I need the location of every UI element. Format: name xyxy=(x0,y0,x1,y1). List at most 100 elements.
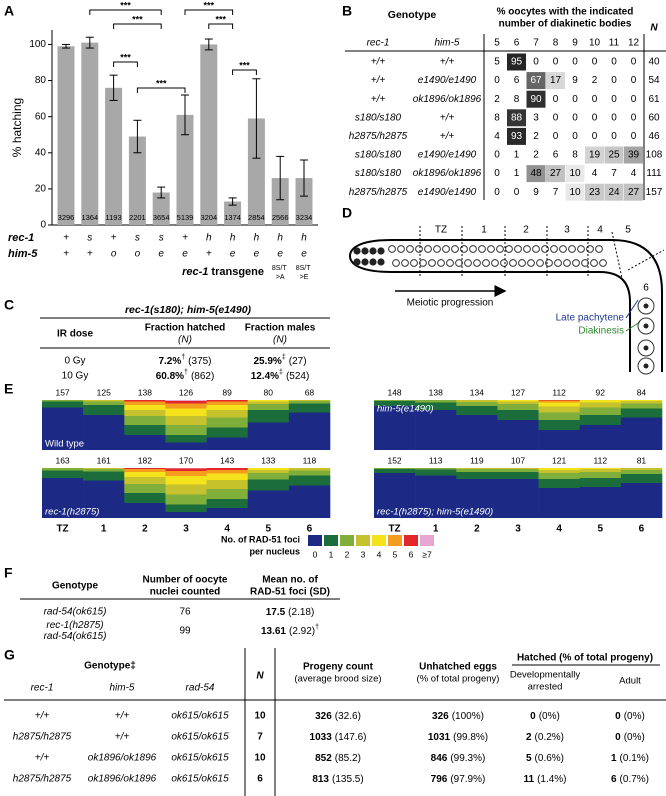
stack-segment xyxy=(579,402,622,408)
heat-cell xyxy=(526,165,546,183)
arrow-label: Meiotic progression xyxy=(407,298,494,309)
column-header: Genotype‡ xyxy=(84,661,136,672)
column-header: Fraction males xyxy=(245,323,316,334)
nucleus xyxy=(377,258,385,266)
label-part: >E xyxy=(300,274,309,281)
transgene-variant: 8S/T >E xyxy=(296,265,313,281)
nucleus xyxy=(451,245,459,253)
nucleus xyxy=(478,245,486,253)
cell: 60.8%† (862) xyxy=(156,369,215,381)
stack-segment xyxy=(165,400,207,401)
heat-cell xyxy=(624,165,643,183)
nucleus xyxy=(491,259,499,267)
x-tick-label: 4 xyxy=(556,524,562,535)
genotype: ok615/ok615 xyxy=(171,711,229,722)
cell: 326 (100%) xyxy=(432,711,484,722)
count-label: 125 xyxy=(97,387,111,397)
cell-value: 0 xyxy=(494,168,500,179)
stack-segment xyxy=(579,478,622,487)
column-header: nuclei counted xyxy=(150,587,221,598)
label-part: (147.6) xyxy=(335,732,367,743)
stack-segment xyxy=(456,469,498,472)
heat-cell xyxy=(487,109,507,127)
heat-cell xyxy=(487,183,507,201)
stack-segment xyxy=(620,401,663,404)
stack-segment xyxy=(165,484,207,495)
stack-segment xyxy=(538,406,581,413)
gonad-outline xyxy=(392,239,663,372)
significance-label: *** xyxy=(204,0,215,10)
heat-cell xyxy=(585,109,604,127)
column-header: IR dose xyxy=(57,329,94,340)
cell: 10 xyxy=(254,753,266,764)
panel-letter: G xyxy=(4,647,15,663)
stack-segment xyxy=(497,469,539,472)
stack-segment xyxy=(42,478,84,518)
stack-segment xyxy=(620,470,663,474)
cell-value: 108 xyxy=(646,150,663,161)
cell-value: 19 xyxy=(589,150,601,161)
cell-value: 0 xyxy=(572,131,578,142)
cell-value: 40 xyxy=(648,57,660,68)
label-part: † xyxy=(315,624,319,631)
gonad-outline xyxy=(348,239,393,273)
column-header: (N) xyxy=(178,335,192,346)
stack-segment xyxy=(124,435,166,450)
label-part: (97.9%) xyxy=(450,774,485,785)
cell-value: 0 xyxy=(611,112,617,123)
genotype: ok615/ok615 xyxy=(171,732,229,743)
stack-segment xyxy=(456,406,498,415)
stack-segment xyxy=(620,468,663,470)
bar xyxy=(224,201,242,225)
cell: 796 (97.9%) xyxy=(431,774,486,785)
panel-letter: A xyxy=(4,3,14,19)
cell-value: 2 xyxy=(533,150,539,161)
zone-divider xyxy=(611,231,623,279)
nucleus xyxy=(496,245,504,253)
significance-bracket xyxy=(184,9,234,15)
label-part: ‡ xyxy=(282,354,286,361)
label-part: (0.7%) xyxy=(620,774,649,785)
cell-value: 0 xyxy=(631,94,637,105)
genotype: s180/s180 xyxy=(355,150,402,161)
cell-value: 7 xyxy=(611,168,617,179)
heat-cell xyxy=(507,127,526,145)
label-part: (135.5) xyxy=(332,774,364,785)
count-label: 2854 xyxy=(248,213,265,222)
heat-cell xyxy=(507,109,526,127)
x-tick-label: 3 xyxy=(183,524,189,535)
column-header: N xyxy=(256,671,264,682)
nucleus xyxy=(572,259,580,267)
genotype-symbol: s xyxy=(135,233,140,244)
stack-segment xyxy=(579,469,622,472)
bar xyxy=(200,44,218,225)
nucleus xyxy=(595,245,603,253)
stack-segment xyxy=(288,412,331,450)
genotype: +/+ xyxy=(371,57,386,68)
nucleus xyxy=(559,245,567,253)
count-label: 118 xyxy=(303,455,317,465)
heat-cell xyxy=(604,109,624,127)
nucleus xyxy=(568,245,576,253)
stack-segment xyxy=(206,489,249,499)
stack-segment xyxy=(165,408,207,416)
panel-letter: D xyxy=(342,205,352,221)
significance-bracket xyxy=(232,69,257,75)
stack-segment xyxy=(415,475,457,518)
label-part: 17.5 xyxy=(266,607,286,618)
stack-segment xyxy=(206,427,249,438)
zone-label: 4 xyxy=(597,225,603,236)
nucleus xyxy=(509,259,517,267)
bar xyxy=(81,42,99,226)
count-label: 112 xyxy=(552,387,566,397)
nucleus xyxy=(455,259,463,267)
cell: 1031 (99.8%) xyxy=(428,732,488,743)
genotype-symbol: h xyxy=(277,233,283,244)
heat-cell xyxy=(546,127,565,145)
genotype: ok1896/ok1896 xyxy=(413,168,482,179)
y-tick-label: 20 xyxy=(35,184,47,195)
cell-value: 0 xyxy=(494,187,500,198)
stack-segment xyxy=(124,410,166,416)
legend-label: 5 xyxy=(393,549,398,559)
stack-segment xyxy=(247,410,290,423)
